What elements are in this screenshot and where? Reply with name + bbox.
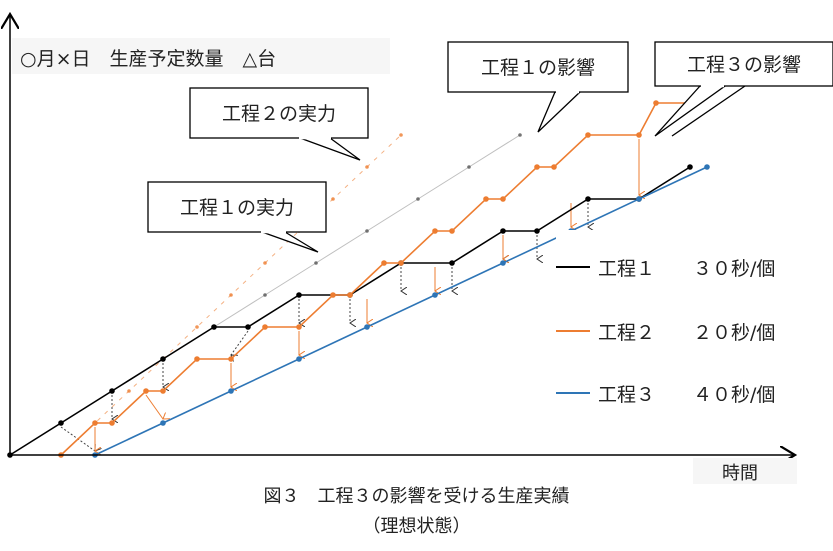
legend-label-process3: 工程３ ４０秒/個 [598, 383, 776, 406]
series-point-1 [211, 324, 217, 330]
series-point-3 [364, 324, 370, 330]
legend-swatch-process1 [556, 266, 590, 268]
series-point-1 [58, 420, 64, 426]
capability-point [314, 261, 318, 265]
legend-swatch-process2 [556, 330, 590, 332]
legend-swatch-process3 [556, 392, 590, 394]
series-point-2 [636, 132, 642, 138]
series-point-2 [296, 324, 302, 330]
legend-entry-process1: 工程１ ３０秒/個 [556, 252, 775, 282]
series-point-2 [330, 292, 336, 298]
series-point-1 [534, 228, 540, 234]
callout-tail [537, 91, 582, 133]
figure-caption: 図３ 工程３の影響を受ける生産実績 [263, 486, 570, 507]
capability-point [195, 325, 199, 329]
legend-label-process1: 工程１ ３０秒/個 [598, 257, 776, 280]
series-point-2 [347, 292, 353, 298]
capability-point [365, 165, 369, 169]
series-point-3 [228, 388, 234, 394]
capability-point [365, 229, 369, 233]
callout-label: 工程２の実力 [222, 103, 336, 125]
series-point-1 [109, 388, 115, 394]
capability-point [399, 133, 403, 137]
series-point-1 [500, 228, 506, 234]
capability-point [127, 389, 131, 393]
series-point-1 [160, 356, 166, 362]
series-point-3 [296, 356, 302, 362]
callout-3: 工程１の影響 [447, 41, 629, 133]
series-lines [7, 100, 710, 458]
callout-box [147, 181, 327, 233]
series-point-2 [449, 228, 455, 234]
series-point-3 [432, 292, 438, 298]
legend: 工程１ ３０秒/個 工程２ ２０秒/個 工程３ ４０秒/個 [556, 230, 806, 420]
x-axis-label-background [693, 458, 797, 484]
series-point-3 [160, 420, 166, 426]
series-point-2 [228, 356, 234, 362]
series-point-2 [143, 388, 149, 394]
figure-subcaption: （理想状態） [362, 516, 471, 537]
series-point-2 [194, 356, 200, 362]
series-point-1 [687, 164, 693, 170]
capability-point [263, 261, 267, 265]
legend-label-process2: 工程２ ２０秒/個 [598, 321, 776, 344]
capability-point [331, 197, 335, 201]
legend-entry-process2: 工程２ ２０秒/個 [556, 316, 775, 346]
series-line-3 [94, 166, 708, 456]
callout-1: 工程２の実力 [189, 87, 369, 161]
series-point-1 [245, 324, 251, 330]
callout-box [447, 41, 629, 93]
series-point-1 [296, 292, 302, 298]
series-point-2 [551, 164, 557, 170]
capability-point [467, 165, 471, 169]
callout-tail [299, 137, 361, 161]
series-point-1 [449, 260, 455, 266]
callout-box [654, 41, 833, 87]
capability-point [416, 197, 420, 201]
series-point-3 [636, 196, 642, 202]
series-point-2 [534, 164, 540, 170]
series-point-2 [500, 196, 506, 202]
callout-tail [261, 231, 319, 253]
callout-label: 工程１の実力 [180, 197, 294, 219]
callout-label: 工程３の影響 [687, 54, 801, 76]
callout-2: 工程１の実力 [147, 181, 327, 253]
legend-entry-process3: 工程３ ４０秒/個 [556, 378, 775, 408]
series-point-2 [92, 420, 98, 426]
series-point-2 [398, 260, 404, 266]
series-point-2 [262, 324, 268, 330]
callout-tail-secondary [671, 85, 746, 137]
drop-arrow-1-to-2 [231, 330, 249, 355]
capability-point [263, 293, 267, 297]
drop-arrow-2-to-3 [145, 394, 163, 419]
series-point-2 [483, 196, 489, 202]
series-point-2 [160, 388, 166, 394]
callout-label: 工程１の影響 [481, 57, 595, 79]
callout-tail [654, 85, 728, 137]
series-point-2 [109, 420, 115, 426]
series-point-2 [381, 260, 387, 266]
series-point-3 [704, 164, 710, 170]
axes [10, 14, 795, 455]
series-point-2 [653, 100, 659, 106]
title-background [12, 38, 390, 74]
capability-point [229, 293, 233, 297]
callout-box [189, 87, 369, 139]
callout-4: 工程３の影響 [654, 41, 833, 137]
series-point-3 [500, 260, 506, 266]
series-point-1 [585, 196, 591, 202]
x-axis-label: 時間 [722, 463, 758, 484]
series-point-2 [585, 132, 591, 138]
capability-point [518, 133, 522, 137]
chart-title: ○月×日 生産予定数量 △台 [20, 48, 277, 70]
series-point-2 [432, 228, 438, 234]
